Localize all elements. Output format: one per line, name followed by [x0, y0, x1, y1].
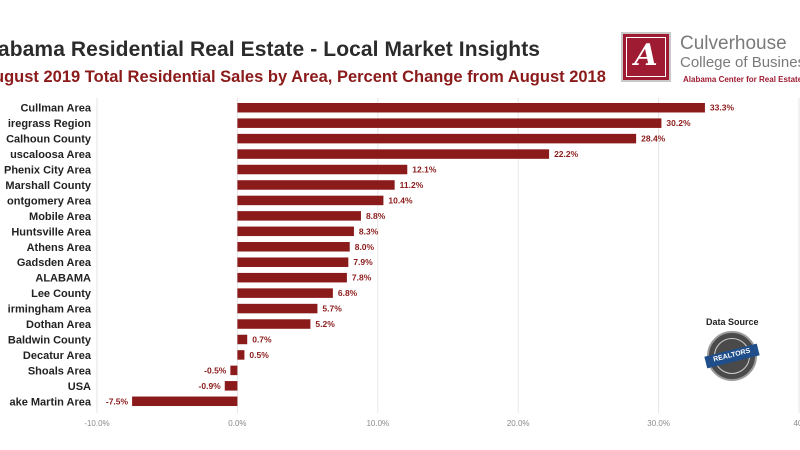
bar [237, 272, 347, 283]
script-a-logo-mark: A [634, 38, 658, 73]
bar [237, 102, 705, 113]
x-tick-label: -10.0% [84, 419, 109, 428]
category-label: Baldwin County [8, 334, 92, 346]
value-label: 22.2% [554, 149, 579, 159]
category-label: Mobile Area [29, 211, 92, 223]
bar [237, 164, 408, 175]
value-label: 11.2% [400, 180, 424, 190]
category-label: Lee County [31, 288, 92, 300]
bar [237, 334, 248, 345]
value-label: 28.4% [641, 134, 666, 144]
chart-subtitle: ugust 2019 Total Residential Sales by Ar… [0, 68, 606, 86]
value-label: 6.8% [338, 288, 358, 298]
x-tick-label: 0.0% [228, 419, 246, 428]
bar [237, 149, 550, 159]
bar [237, 118, 662, 128]
logo-frame [626, 37, 666, 77]
x-tick-label: 40. [793, 419, 800, 428]
category-label: Calhoun County [6, 134, 92, 146]
bar [237, 242, 350, 252]
bar [237, 211, 361, 221]
value-label: -0.5% [204, 365, 227, 375]
bar [237, 350, 245, 360]
bar [237, 180, 395, 190]
category-label: iregrass Region [8, 118, 91, 130]
category-label: Marshall County [5, 180, 91, 192]
bar [237, 319, 311, 329]
category-label: irmingham Area [8, 304, 92, 316]
category-label: Decatur Area [23, 350, 92, 362]
bar [224, 381, 238, 391]
logo-center-name: Alabama Center for Real Estate [683, 75, 800, 84]
category-label: uscaloosa Area [10, 149, 92, 161]
value-label: 8.3% [359, 226, 379, 236]
value-label: 8.8% [366, 211, 386, 221]
category-label: Huntsville Area [11, 226, 92, 238]
x-tick-label: 10.0% [366, 419, 389, 428]
logo-college: College of Business [680, 54, 800, 71]
category-label: Dothan Area [26, 319, 92, 331]
bar [237, 257, 349, 267]
value-label: 8.0% [355, 242, 375, 252]
realtors-seal: REALTORS [704, 331, 760, 381]
bar [237, 133, 637, 144]
value-label: -7.5% [106, 396, 129, 406]
category-label: ake Martin Area [9, 396, 91, 408]
value-label: 10.4% [388, 195, 413, 205]
bar [237, 195, 384, 206]
logo-name: Culverhouse [680, 33, 787, 54]
value-label: 12.1% [412, 165, 437, 175]
value-label: 5.2% [315, 319, 335, 329]
category-label: Gadsden Area [17, 257, 92, 269]
category-label: USA [68, 381, 91, 393]
category-label: ALABAMA [35, 273, 91, 285]
x-tick-label: 20.0% [507, 419, 530, 428]
chart-title: labama Residential Real Estate - Local M… [0, 38, 541, 61]
value-label: -0.9% [199, 381, 222, 391]
category-label: ontgomery Area [7, 195, 92, 207]
bar [237, 288, 333, 298]
bar [237, 226, 354, 237]
category-label: Shoals Area [28, 365, 92, 377]
value-label: 0.5% [249, 350, 269, 360]
category-label: Cullman Area [20, 103, 91, 115]
bar [230, 365, 238, 376]
value-label: 0.7% [252, 334, 272, 344]
data-source-label: Data Source [706, 317, 759, 327]
value-label: 30.2% [666, 118, 691, 128]
culverhouse-logo: A [621, 32, 671, 82]
value-label: 7.8% [352, 273, 372, 283]
value-label: 5.7% [322, 304, 342, 314]
bar [132, 396, 238, 407]
bar [237, 303, 318, 314]
category-label: Athens Area [27, 242, 92, 254]
value-label: 33.3% [710, 103, 735, 113]
value-label: 7.9% [353, 257, 373, 267]
x-tick-label: 30.0% [647, 419, 670, 428]
category-label: Phenix City Area [4, 165, 92, 177]
